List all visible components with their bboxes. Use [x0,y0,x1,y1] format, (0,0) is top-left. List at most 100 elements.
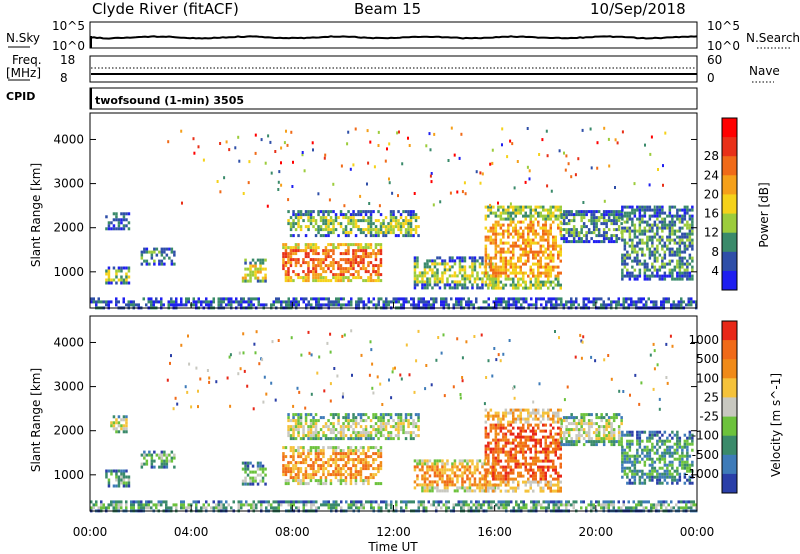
velocity-y-axis: 1000 2000 3000 4000 [53,335,697,482]
echo-region [287,413,420,441]
colorbar-swatch [722,473,737,494]
colorbar-swatch [722,435,737,456]
nsearch-tick-top: 10^5 [707,19,740,33]
sparse-echoes [166,329,674,411]
colorbar-swatch [722,156,737,176]
x-tick-label: 04:00 [174,525,209,539]
time-axis: 00:00 04:00 08:00 12:00 16:00 20:00 00:00 [73,302,715,539]
colorbar-tick-label: 25 [704,390,719,404]
power-colorbar: 4 8 12 16 20 24 28 [704,117,738,291]
nsearch-label: N.Search [746,31,800,45]
echo-region [484,408,562,493]
colorbar-swatch [722,270,737,291]
nsearch-tick-bottom: 10^0 [707,39,740,53]
colorbar-swatch [722,454,737,475]
nsky-tick-top: 10^5 [52,19,85,33]
velocity-panel: 1000 2000 3000 4000 Slant Range [km] 1000 50… [29,315,783,513]
colorbar-swatch [722,175,737,195]
freq-tick-bottom: 8 [60,71,68,85]
y-tick-label: 3000 [53,177,84,191]
echo-region [621,205,694,281]
echo-region [241,258,267,283]
freq-label: Freq. [12,53,42,67]
echo-region [110,415,128,434]
cpid-label: CPID [6,90,35,103]
y-tick-label: 4000 [53,335,84,349]
colorbar-tick-label: 20 [704,187,719,201]
colorbar-tick-label: 16 [704,207,719,221]
colorbar-tick-label: -100 [692,429,719,443]
colorbar-tick-label: -1000 [684,467,719,481]
echo-region [560,210,623,244]
colorbar-tick-label: -500 [692,448,719,462]
y-tick-label: 1000 [53,468,84,482]
time-axis-label: Time UT [367,540,418,554]
nsky-label: N.Sky [6,31,40,45]
station-title: Clyde River (fitACF) [92,0,239,18]
colorbar-swatch [722,118,737,138]
power-heatmap-cells [90,126,698,310]
colorbar-tick-label: 24 [704,168,719,182]
nsky-tick-bottom: 10^0 [52,39,85,53]
echo-region [287,210,420,238]
sparse-echoes [167,126,667,209]
echo-region [90,297,698,310]
freq-panel: Freq. [MHz] 18 8 60 0 Nave [6,53,780,85]
velocity-colorbar-label: Velocity [m s^-1] [769,373,783,477]
x-tick-label: 20:00 [579,525,614,539]
colorbar-swatch [722,340,737,360]
y-tick-label: 4000 [53,132,84,146]
colorbar-swatch [722,359,737,379]
echo-region [140,247,176,266]
colorbar-tick-label: 500 [696,352,719,366]
colorbar-swatch [722,416,737,437]
colorbar-frame [721,117,738,291]
colorbar-swatch [722,397,737,417]
colorbar-tick-label: 100 [696,371,719,385]
colorbar-swatch [722,251,737,272]
x-tick-label: 00:00 [680,525,715,539]
freq-unit: [MHz] [6,66,41,80]
colorbar-swatch [722,194,737,214]
cpid-text: twofsound (1-min) 3505 [95,94,244,107]
nave-label: Nave [749,64,780,78]
colorbar-tick-label: 28 [704,149,719,163]
velocity-ylabel: Slant Range [km] [29,368,43,472]
colorbar-swatch [722,321,737,341]
colorbar-swatch [722,232,737,253]
colorbar-tick-label: 1000 [688,333,719,347]
echo-region [484,205,562,290]
y-tick-label: 2000 [53,424,84,438]
date-title: 10/Sep/2018 [590,0,686,18]
beam-title: Beam 15 [354,0,421,18]
echo-region [241,461,267,486]
colorbar-frame [721,320,738,494]
y-tick-label: 1000 [53,265,84,279]
echo-region [413,459,497,493]
echo-region [105,266,131,285]
power-y-axis: 1000 2000 3000 4000 [53,132,697,279]
colorbar-tick-label: 8 [711,245,719,259]
echo-region [560,413,623,447]
echo-region [413,256,497,290]
y-tick-label: 3000 [53,380,84,394]
power-panel: 1000 2000 3000 4000 Slant Range [km] 4 8 12 16… [29,112,771,310]
velocity-colorbar: 1000 500 100 25 -25 -100 -500 -1000 [684,320,738,494]
colorbar-swatch [722,137,737,157]
echo-region [282,446,383,486]
x-tick-label: 00:00 [73,525,108,539]
colorbar-tick-label: 4 [711,264,719,278]
x-tick-label: 12:00 [376,525,411,539]
echo-region [621,430,694,485]
freq-tick-top: 18 [60,53,75,67]
colorbar-swatch [722,213,737,234]
echo-region [282,243,383,283]
echo-region [105,212,131,231]
nave-tick-top: 60 [707,53,722,67]
colorbar-tick-label: -25 [699,410,719,424]
colorbar-swatch [722,378,737,398]
y-tick-label: 2000 [53,221,84,235]
echo-region [140,450,176,469]
power-ylabel: Slant Range [km] [29,163,43,267]
